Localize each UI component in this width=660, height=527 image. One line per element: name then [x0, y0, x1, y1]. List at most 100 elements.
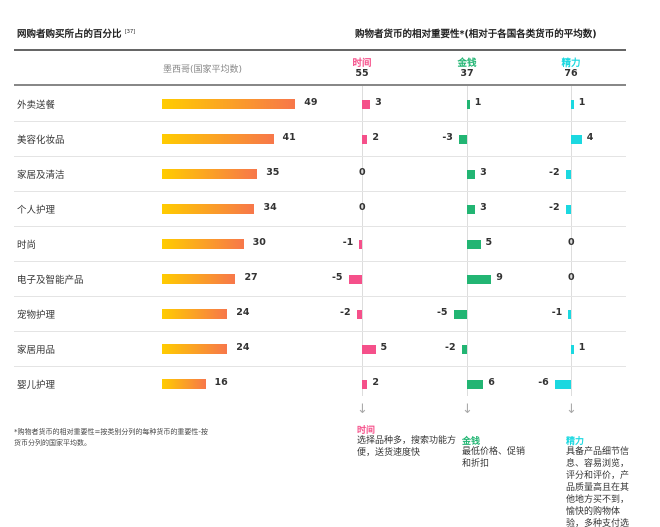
axis-line-2	[571, 86, 572, 396]
importance-value: -2	[445, 341, 456, 353]
category-label: 婴儿护理	[17, 379, 56, 391]
row-divider	[14, 331, 626, 332]
arrow-down-icon: ↓	[566, 402, 577, 417]
currency-legend-name: 金钱	[462, 437, 481, 447]
importance-value: 2	[372, 131, 380, 143]
row-divider	[14, 366, 626, 367]
importance-value: 9	[496, 271, 503, 283]
category-label: 时尚	[17, 239, 37, 251]
importance-bar	[362, 99, 371, 109]
share-bar	[162, 238, 244, 249]
category-label: 家居及清洁	[17, 169, 65, 181]
currency-legend-name: 精力	[566, 437, 585, 447]
currency-description: 具备产品细节信息、容易浏览，评分和评价，产品质量高且在其他地方买不到，愉快的购物…	[566, 447, 630, 527]
row-divider	[14, 296, 626, 297]
importance-bar	[571, 134, 582, 144]
importance-value: 0	[568, 271, 575, 283]
currency-average: 55	[355, 68, 369, 79]
importance-bar	[467, 239, 481, 249]
share-bar	[162, 378, 206, 389]
share-bar	[162, 203, 255, 214]
importance-bar	[359, 239, 362, 249]
importance-value: 3	[480, 201, 487, 213]
importance-bar	[362, 379, 368, 389]
importance-value: 4	[586, 131, 594, 143]
importance-value: -2	[549, 166, 560, 178]
share-bar	[162, 168, 258, 179]
category-label: 家居用品	[17, 344, 56, 356]
category-label: 外卖送餐	[17, 99, 56, 111]
share-value: 27	[244, 271, 258, 283]
currency-name: 金钱	[457, 58, 477, 69]
importance-bar	[348, 274, 362, 284]
importance-value: -1	[551, 306, 563, 318]
importance-value: -5	[331, 271, 343, 283]
importance-bar	[571, 344, 574, 354]
importance-value: 1	[578, 341, 586, 353]
footnote: *购物者货币的相对重要性=按类别分列的每种货币的重要性-按货币分列的国家平均数。	[14, 428, 208, 447]
row-divider	[14, 191, 626, 192]
importance-value: -1	[342, 236, 354, 248]
currency-average: 76	[564, 68, 578, 79]
importance-value: 0	[568, 236, 575, 248]
share-value: 24	[236, 341, 250, 353]
row-divider	[14, 226, 626, 227]
importance-bar	[571, 99, 574, 109]
share-bar	[162, 343, 228, 354]
share-value: 34	[263, 201, 277, 213]
importance-bar	[453, 309, 467, 319]
importance-value: 5	[380, 341, 388, 353]
importance-value: 3	[375, 96, 382, 108]
importance-value: 6	[488, 376, 495, 388]
category-label: 电子及智能产品	[17, 274, 84, 286]
importance-value: 0	[359, 201, 366, 213]
share-bar	[162, 273, 236, 284]
importance-bar	[565, 204, 571, 214]
row-divider	[14, 261, 626, 262]
row-divider	[14, 156, 626, 157]
importance-bar	[565, 169, 571, 179]
importance-value: -5	[436, 306, 448, 318]
importance-bar	[467, 379, 484, 389]
right-title: 购物者货币的相对重要性*(相对于各国各类货币的平均数)	[355, 29, 597, 40]
currency-name: 时间	[352, 58, 372, 69]
importance-bar	[467, 274, 492, 284]
share-value: 49	[304, 96, 318, 108]
row-divider	[14, 121, 626, 122]
importance-bar	[458, 134, 467, 144]
axis-line-0	[362, 86, 363, 396]
share-bar	[162, 98, 296, 109]
arrow-down-icon: ↓	[357, 402, 368, 417]
share-bar	[162, 308, 228, 319]
importance-bar	[356, 309, 362, 319]
share-value: 41	[282, 131, 296, 143]
importance-bar	[467, 204, 476, 214]
importance-bar	[362, 344, 376, 354]
importance-bar	[362, 134, 368, 144]
importance-value: 0	[359, 166, 366, 178]
importance-value: -6	[538, 376, 549, 388]
importance-value: 5	[485, 236, 493, 248]
importance-bar	[554, 379, 571, 389]
importance-value: -2	[340, 306, 351, 318]
importance-value: 2	[372, 376, 380, 388]
importance-value: 1	[474, 96, 482, 108]
importance-bar	[467, 99, 470, 109]
share-value: 16	[214, 376, 228, 388]
share-value: 30	[252, 236, 266, 248]
importance-value: -2	[549, 201, 560, 213]
category-label: 美容化妆品	[17, 134, 65, 146]
currency-legend-name: 时间	[357, 426, 376, 436]
currency-description: 最低价格、促销和折扣	[462, 447, 526, 469]
currency-average: 37	[460, 68, 474, 79]
importance-bar	[568, 309, 571, 319]
share-value: 35	[266, 166, 280, 178]
arrow-down-icon: ↓	[462, 402, 473, 417]
importance-value: -3	[442, 131, 453, 143]
share-value: 24	[236, 306, 250, 318]
importance-bar	[467, 169, 476, 179]
country-label: 墨西哥(国家平均数)	[163, 65, 243, 75]
share-bar	[162, 133, 274, 144]
currency-name: 精力	[561, 58, 581, 69]
header-bottom-rule	[14, 84, 626, 86]
